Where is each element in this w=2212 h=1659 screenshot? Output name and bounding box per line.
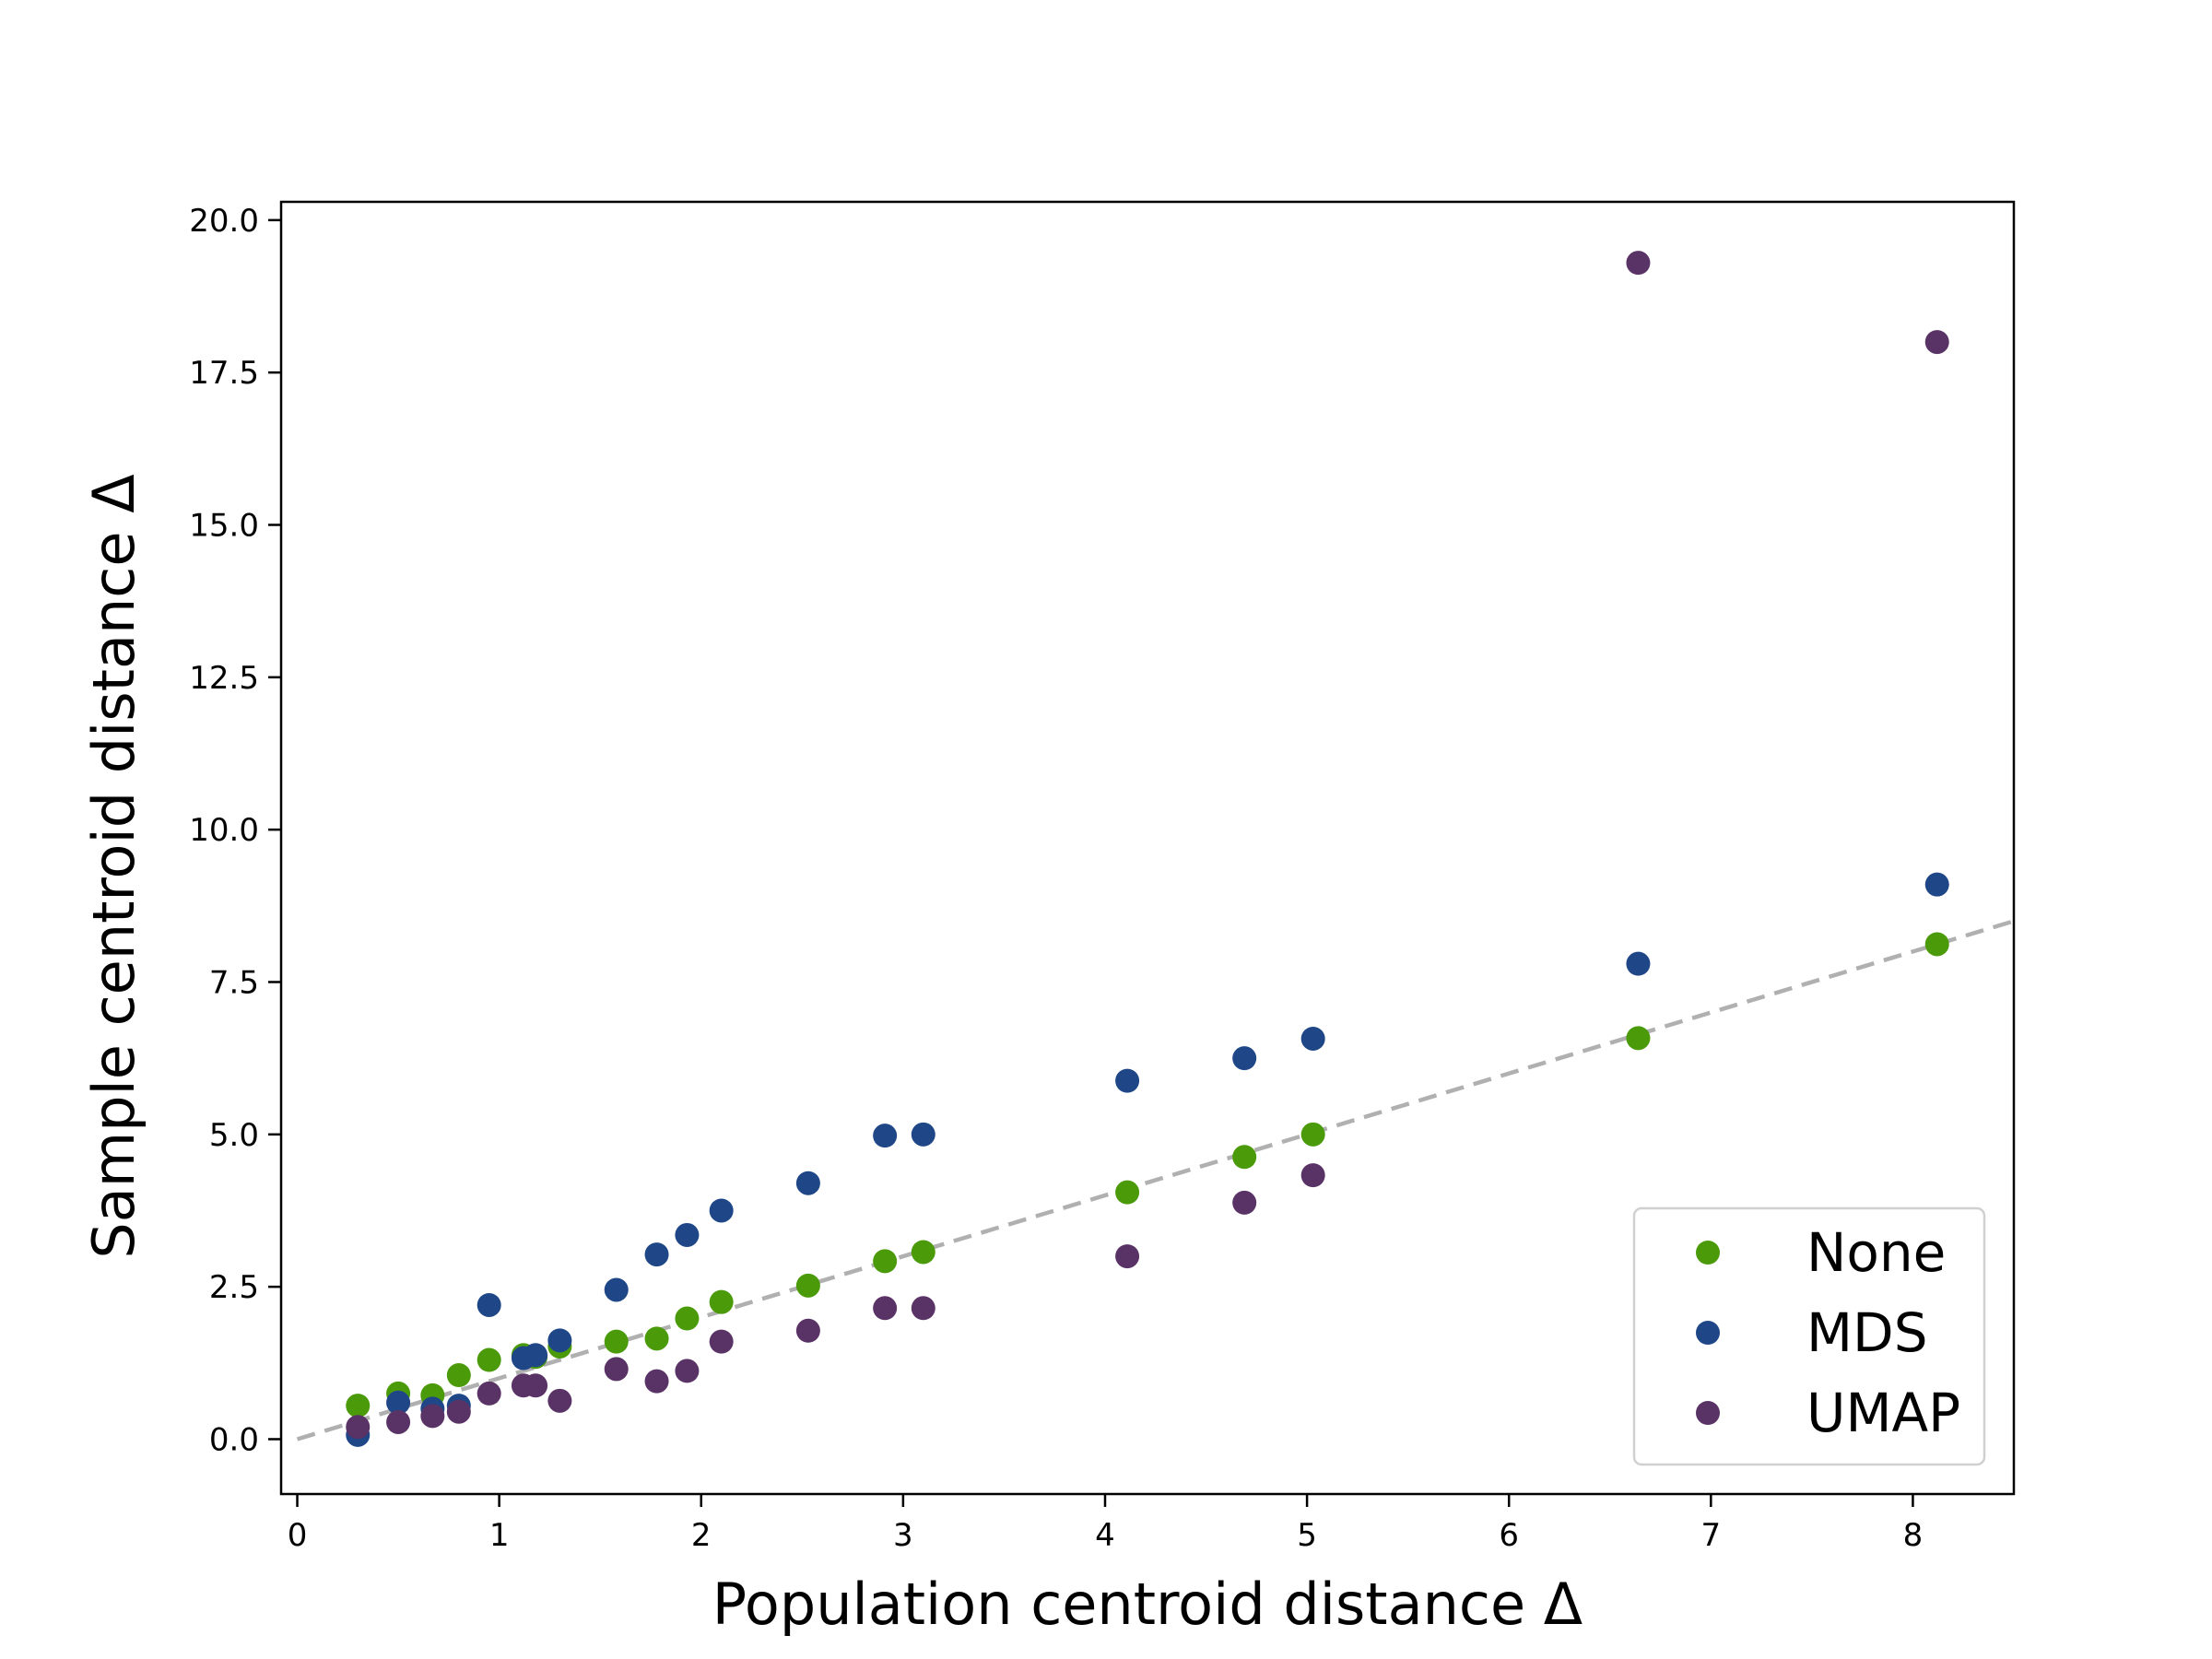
data-point-mds (1115, 1068, 1140, 1093)
y-tick-label: 12.5 (189, 660, 259, 697)
legend: None MDS UMAP (1632, 1206, 1986, 1466)
data-point-umap (346, 1415, 371, 1440)
data-point-umap (1626, 251, 1651, 276)
data-point-mds (709, 1198, 734, 1223)
y-tick-label: 2.5 (209, 1269, 259, 1306)
data-point-umap (477, 1381, 501, 1406)
data-point-none (1115, 1180, 1140, 1205)
data-point-umap (911, 1296, 935, 1321)
x-tick-label: 3 (893, 1517, 913, 1554)
x-tick-label: 1 (489, 1517, 510, 1554)
data-point-umap (386, 1409, 411, 1434)
data-point-none (709, 1289, 734, 1314)
data-point-none (346, 1394, 371, 1418)
x-tick-label: 0 (288, 1517, 308, 1554)
data-point-none (446, 1363, 471, 1388)
x-axis: 0 1 2 3 4 5 6 7 8 (288, 1494, 1924, 1554)
data-point-none (911, 1240, 935, 1265)
data-point-none (1300, 1122, 1325, 1147)
data-point-umap (709, 1329, 734, 1354)
legend-label-mds: MDS (1806, 1301, 1928, 1364)
data-point-umap (1232, 1190, 1257, 1215)
y-tick-label: 5.0 (209, 1117, 259, 1154)
data-point-mds (524, 1343, 548, 1368)
data-point-umap (420, 1404, 445, 1429)
legend-label-none: None (1806, 1221, 1946, 1284)
data-point-mds (873, 1124, 898, 1148)
data-point-none (604, 1329, 629, 1354)
data-point-mds (795, 1171, 820, 1195)
x-tick-label: 7 (1701, 1517, 1722, 1554)
data-point-mds (1626, 951, 1651, 976)
data-point-mds (644, 1242, 669, 1267)
y-tick-label: 17.5 (189, 355, 259, 392)
data-point-umap (604, 1357, 629, 1382)
legend-marker-mds (1696, 1321, 1720, 1345)
x-tick-label: 2 (691, 1517, 712, 1554)
data-point-umap (795, 1318, 820, 1343)
y-tick-label: 10.0 (189, 812, 259, 849)
data-point-umap (1300, 1163, 1325, 1188)
data-point-mds (604, 1277, 629, 1302)
data-point-umap (1115, 1244, 1140, 1269)
data-point-none (795, 1273, 820, 1298)
data-point-umap (873, 1296, 898, 1321)
series-mds (346, 872, 1949, 1447)
y-axis: 0.0 2.5 5.0 7.5 10.0 12.5 15.0 17.5 20.0 (189, 203, 281, 1458)
y-tick-label: 0.0 (209, 1421, 259, 1458)
data-point-mds (386, 1390, 411, 1415)
data-point-umap (644, 1369, 669, 1394)
x-tick-label: 4 (1095, 1517, 1115, 1554)
data-point-none (1626, 1026, 1651, 1051)
reference-diagonal-line (296, 919, 2015, 1441)
data-point-umap (1924, 330, 1949, 355)
data-point-mds (1300, 1026, 1325, 1051)
x-tick-label: 5 (1297, 1517, 1317, 1554)
y-axis-title: Sample centroid distance Δ (80, 474, 147, 1258)
data-point-none (644, 1326, 669, 1351)
data-point-none (477, 1347, 501, 1372)
data-point-umap (547, 1388, 572, 1413)
legend-marker-none (1696, 1241, 1720, 1265)
x-tick-label: 8 (1903, 1517, 1924, 1554)
data-point-umap (524, 1373, 548, 1398)
data-point-none (1232, 1145, 1257, 1170)
data-points (346, 251, 1949, 1447)
x-tick-label: 6 (1499, 1517, 1519, 1554)
legend-box (1632, 1206, 1986, 1466)
data-point-mds (1924, 872, 1949, 897)
data-point-umap (675, 1359, 700, 1383)
data-point-none (1924, 932, 1949, 957)
y-tick-label: 20.0 (189, 203, 259, 240)
series-umap (346, 251, 1949, 1440)
data-point-mds (911, 1122, 935, 1147)
data-point-mds (547, 1328, 572, 1353)
y-tick-label: 7.5 (209, 964, 259, 1001)
data-point-none (873, 1249, 898, 1274)
data-point-mds (477, 1292, 501, 1317)
x-axis-title: Population centroid distance Δ (712, 1571, 1583, 1638)
data-point-none (675, 1306, 700, 1331)
legend-marker-umap (1696, 1401, 1720, 1425)
data-point-umap (446, 1399, 471, 1424)
data-point-mds (1232, 1046, 1257, 1071)
data-point-mds (675, 1222, 700, 1247)
legend-label-umap: UMAP (1806, 1382, 1960, 1444)
y-tick-label: 15.0 (189, 508, 259, 545)
